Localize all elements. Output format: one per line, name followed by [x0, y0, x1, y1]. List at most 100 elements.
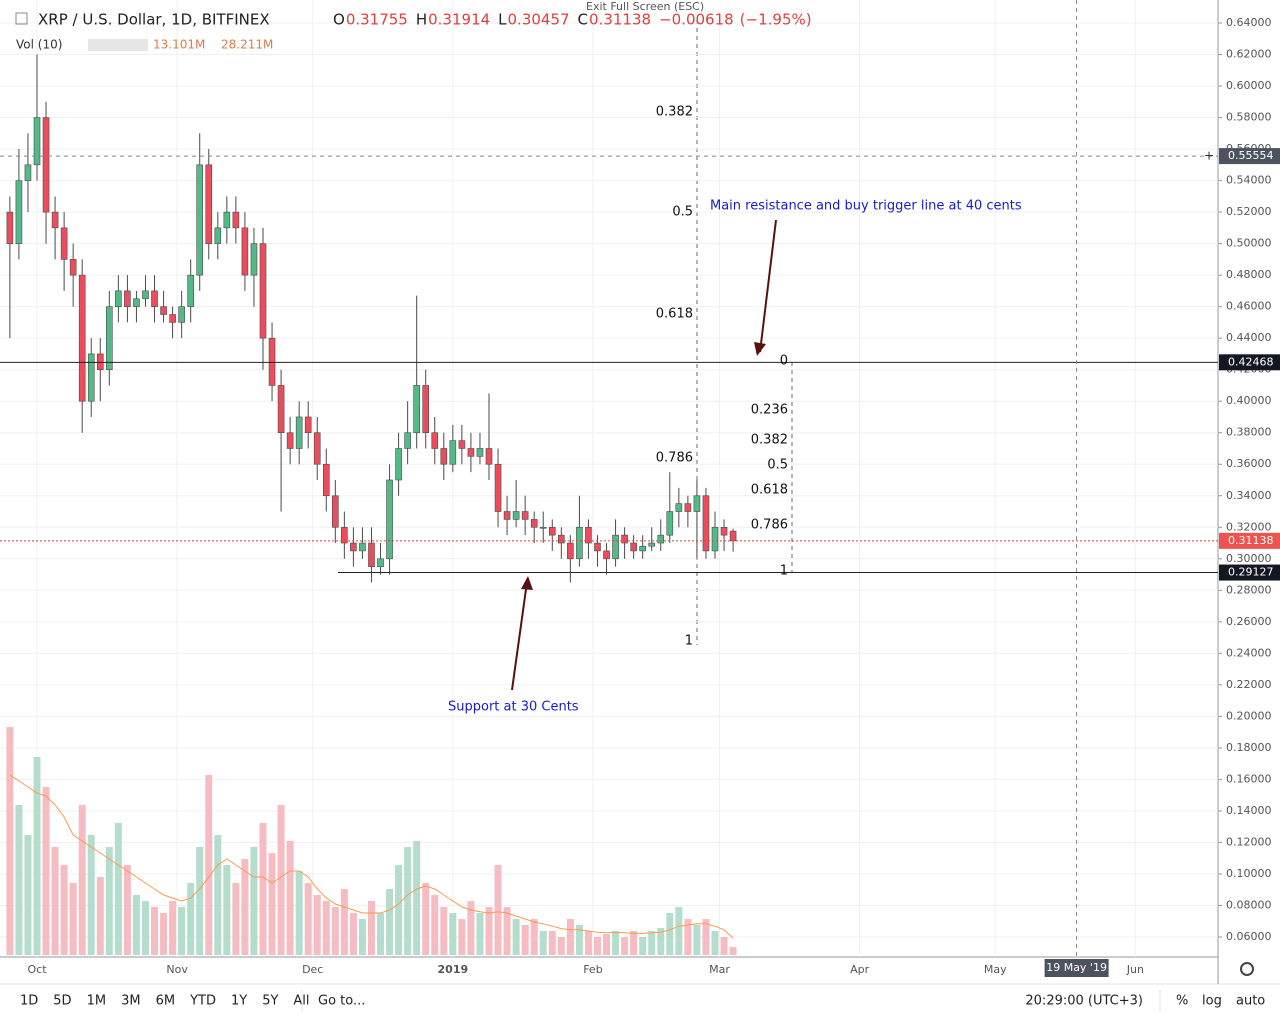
candle-body [51, 211, 59, 229]
range-button[interactable]: 6M [156, 994, 176, 1009]
volume-bar [114, 823, 122, 955]
range-button[interactable]: All [293, 994, 309, 1009]
volume-bar [675, 907, 683, 955]
volume-bar [304, 883, 312, 955]
fib-label: 0.382 [656, 105, 693, 120]
candle-body [96, 353, 104, 370]
x-tick-label: Mar [709, 963, 730, 976]
volume-ma [9, 774, 734, 939]
volume-bar [349, 913, 357, 955]
candle-body [313, 432, 321, 465]
vol-label[interactable]: Vol (10) [16, 38, 62, 52]
symbol[interactable]: XRP / U.S. Dollar, 1D, BITFINEX [38, 11, 270, 29]
vol-ma-value: 28.211M [221, 38, 273, 52]
volume-bar [584, 931, 592, 955]
fib-label: 0.618 [751, 483, 788, 498]
ohlc-value: 0.31755 [346, 11, 408, 29]
fib-label: 0 [780, 354, 788, 369]
volume-bar [575, 925, 583, 955]
goto-button[interactable]: Go to... [318, 994, 365, 1009]
candle-body [585, 526, 592, 544]
range-button[interactable]: 3M [121, 994, 141, 1009]
ohlc-key: L [498, 11, 507, 29]
y-tick-label: 0.58000 [1226, 111, 1272, 124]
ohlc-key: H [416, 11, 427, 29]
candle-body [539, 526, 547, 529]
volume-bar [60, 865, 68, 955]
volume-bar [313, 895, 321, 955]
candle-body [449, 440, 457, 465]
range-button[interactable]: YTD [189, 994, 216, 1009]
volume-bar [395, 865, 403, 955]
candle-body [440, 448, 448, 465]
candle-body [621, 534, 628, 544]
candle-body [69, 259, 77, 276]
fib-label: 0.382 [751, 433, 788, 448]
crosshair-plus: + [1204, 149, 1214, 163]
volume-bar [458, 919, 466, 955]
settings-icon[interactable] [1240, 962, 1254, 976]
range-button[interactable]: 1M [87, 994, 107, 1009]
crosshair_price-label: 0.55554 [1228, 149, 1274, 162]
candle-body [404, 432, 411, 449]
range-button[interactable]: 5D [53, 994, 71, 1009]
y-tick-label: 0.16000 [1226, 772, 1272, 785]
volume-bar [449, 913, 457, 955]
range-button[interactable]: 1D [20, 994, 38, 1009]
vol-icons[interactable] [88, 39, 148, 51]
candle-body [259, 243, 267, 339]
ohlc-value: 0.31138 [589, 11, 651, 29]
candle-body [295, 416, 303, 449]
candle-body [359, 542, 366, 552]
candle-body [6, 211, 14, 244]
auto-button[interactable]: auto [1236, 994, 1265, 1009]
volume-bar [639, 937, 647, 955]
candle-body [124, 290, 131, 307]
fib-label: 1 [685, 634, 693, 649]
change: −0.00618 [659, 11, 734, 29]
fib-label: 0.618 [656, 307, 693, 322]
volume-bar [78, 805, 86, 955]
candle-body [214, 227, 222, 244]
candle-body [386, 479, 393, 560]
candle-body [341, 526, 348, 544]
range-button[interactable]: 5Y [262, 994, 278, 1009]
volume-bar [340, 889, 348, 955]
range-button[interactable]: 1Y [231, 994, 247, 1009]
candle-body [594, 542, 601, 552]
y-tick-label: 0.08000 [1226, 898, 1272, 911]
y-tick-label: 0.14000 [1226, 804, 1272, 817]
change-pct: (−1.95%) [740, 11, 812, 29]
candle-body [42, 117, 50, 213]
candle-body [603, 550, 610, 560]
volume-bar [151, 907, 159, 955]
volume-bar [105, 847, 113, 955]
y-tick-label: 0.52000 [1226, 205, 1272, 218]
volume-bar [485, 907, 493, 955]
candle-body [286, 432, 294, 449]
y-tick-label: 0.26000 [1226, 615, 1272, 628]
arrow [759, 219, 777, 353]
volume-bar [268, 853, 276, 955]
collapse-icon[interactable] [15, 12, 28, 25]
volume-bar [476, 913, 484, 955]
ohlc-key: O [333, 11, 345, 29]
candle-body [24, 164, 32, 181]
candle-body [268, 337, 276, 386]
volume-bar [413, 841, 421, 955]
volume-bar [286, 841, 294, 955]
exit-fullscreen[interactable]: Exit Full Screen (ESC) [586, 0, 704, 13]
y-tick-label: 0.18000 [1226, 741, 1272, 754]
volume-bar [331, 907, 339, 955]
candle-body [223, 211, 231, 229]
pct-button[interactable]: % [1176, 994, 1188, 1009]
candle-body [630, 542, 637, 552]
volume-bar [367, 901, 375, 955]
volume-bar [123, 865, 131, 955]
log-button[interactable]: log [1202, 994, 1222, 1009]
volume-bar [512, 919, 520, 955]
annotation: Support at 30 Cents [448, 700, 579, 715]
